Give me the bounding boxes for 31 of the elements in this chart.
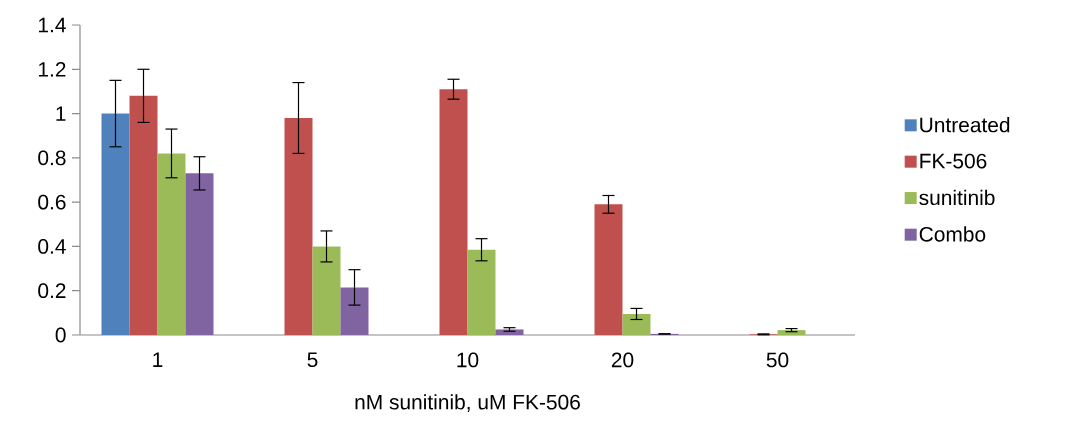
bar: [284, 118, 313, 335]
x-tick-label: 10: [457, 352, 479, 368]
y-tick-label: 0: [55, 327, 66, 343]
x-tick-label: 5: [307, 352, 318, 368]
y-tick-label: 1.2: [38, 61, 66, 77]
legend-label: Untreated: [920, 116, 1010, 133]
legend-label: sunitinib: [919, 189, 995, 206]
x-tick-label: 1: [153, 352, 163, 367]
bar: [777, 330, 806, 335]
bar: [340, 287, 369, 335]
y-tick-label: 0.4: [38, 239, 66, 254]
y-tick-label: 0.2: [38, 283, 66, 299]
bar: [101, 113, 130, 335]
x-tick-label: 20: [611, 352, 634, 368]
bar: [622, 313, 651, 335]
bar: [129, 95, 158, 335]
bar: [312, 246, 341, 335]
x-tick-label: 50: [766, 352, 789, 368]
legend-label: FK-506: [920, 153, 987, 169]
bar: [185, 173, 214, 335]
bar: [495, 329, 524, 335]
x-axis-title: nM sunitinib, uM FK-506: [355, 394, 580, 412]
legend-label: Combo: [919, 226, 986, 242]
y-tick-label: 1: [56, 106, 66, 121]
bar: [594, 204, 623, 335]
bar: [467, 249, 496, 335]
y-tick-label: 0.8: [38, 150, 66, 166]
y-tick-label: 0.6: [38, 194, 66, 210]
bar: [157, 153, 186, 335]
bar: [439, 89, 468, 335]
y-tick-label: 1.4: [38, 17, 66, 33]
